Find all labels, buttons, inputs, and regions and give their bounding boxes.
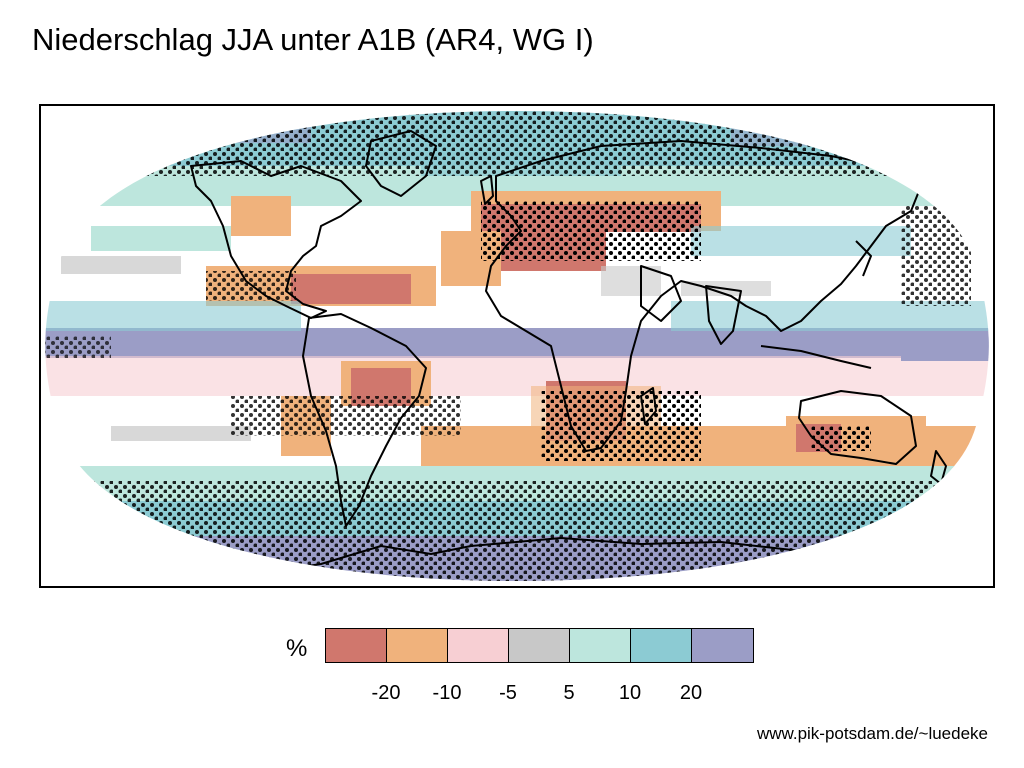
legend-colorbar bbox=[325, 628, 754, 663]
legend-unit-label: % bbox=[286, 635, 308, 662]
legend-tick: -5 bbox=[499, 682, 517, 704]
legend-swatch-0 bbox=[326, 629, 387, 662]
legend-swatch-1 bbox=[387, 629, 448, 662]
world-map bbox=[39, 104, 995, 588]
legend-tick: -20 bbox=[371, 682, 401, 704]
legend-swatch-4 bbox=[570, 629, 631, 662]
map-canvas bbox=[45, 111, 989, 581]
legend-tick: -10 bbox=[432, 682, 462, 704]
legend-swatch-2 bbox=[448, 629, 509, 662]
band-south-light bbox=[45, 356, 989, 396]
legend-swatch-5 bbox=[631, 629, 692, 662]
map-fill-layer bbox=[45, 111, 989, 581]
legend-tick: 10 bbox=[618, 682, 642, 704]
legend-tick: 5 bbox=[563, 682, 575, 704]
page-title: Niederschlag JJA unter A1B (AR4, WG I) bbox=[32, 22, 594, 57]
legend-swatch-3 bbox=[509, 629, 570, 662]
legend-tick: 20 bbox=[679, 682, 703, 704]
credit-link[interactable]: www.pik-potsdam.de/~luedeke bbox=[756, 724, 988, 743]
band-equatorial bbox=[45, 328, 989, 358]
legend-swatch-6 bbox=[692, 629, 753, 662]
